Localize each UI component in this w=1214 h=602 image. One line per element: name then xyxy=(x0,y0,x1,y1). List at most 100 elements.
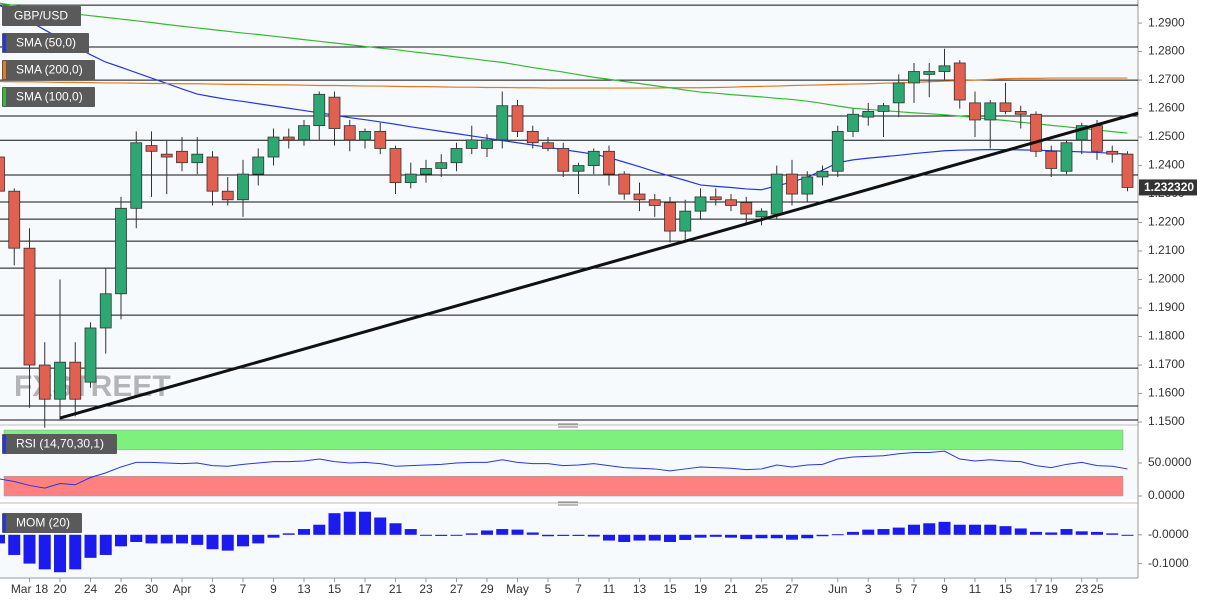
candle-body xyxy=(8,190,21,249)
candle-body xyxy=(603,150,615,175)
candle-body xyxy=(969,102,981,121)
x-tick-label: 24 xyxy=(84,582,98,596)
x-tick-label: 29 xyxy=(480,582,494,596)
x-tick-label: 25 xyxy=(1090,582,1104,596)
legend-label: SMA (200,0) xyxy=(16,63,83,77)
mom-bar xyxy=(221,534,234,551)
candle-body xyxy=(847,113,859,132)
mom-bar xyxy=(648,534,661,541)
y-tick-label: 1.1600 xyxy=(1148,386,1185,400)
mom-bar xyxy=(343,511,356,535)
x-tick-label: 15 xyxy=(999,582,1013,596)
mom-bar xyxy=(496,529,509,535)
mom-bar xyxy=(770,534,783,539)
rsi-band xyxy=(3,475,1124,497)
mom-bar xyxy=(450,534,463,536)
y-tick-label: 50.0000 xyxy=(1148,455,1192,469)
candle-body xyxy=(0,156,5,192)
candle-body xyxy=(984,102,997,121)
legend-box xyxy=(2,434,117,454)
legend-swatch xyxy=(3,514,6,532)
candle-body xyxy=(923,71,936,75)
candle-body xyxy=(801,176,814,195)
x-tick-label: 15 xyxy=(328,582,342,596)
resize-grip[interactable] xyxy=(558,423,578,428)
mom-bar xyxy=(999,526,1012,535)
mom-bar xyxy=(908,524,920,535)
candle-body xyxy=(496,105,509,141)
legend-swatch xyxy=(3,435,6,453)
candle-body xyxy=(99,293,112,329)
mom-bar xyxy=(603,534,615,541)
candle-body xyxy=(557,148,570,172)
mom-bar xyxy=(938,521,951,535)
candle-body xyxy=(1106,150,1119,155)
mom-bar xyxy=(1030,531,1042,535)
candle-body xyxy=(84,327,97,383)
mom-bar xyxy=(847,531,859,535)
mom-bar xyxy=(557,534,570,536)
x-tick-label: 3 xyxy=(209,582,216,596)
candle-body xyxy=(420,168,432,175)
y-tick-label: 1.2800 xyxy=(1148,44,1185,58)
x-tick-label: 7 xyxy=(911,582,918,596)
x-tick-label: 9 xyxy=(941,582,948,596)
x-tick-label: 30 xyxy=(145,582,159,596)
candle-body xyxy=(1045,150,1058,169)
mom-bar xyxy=(740,534,753,540)
x-tick-label: 11 xyxy=(969,582,982,596)
last-price-label: 1.232320 xyxy=(1144,180,1194,194)
candle-body xyxy=(1121,153,1134,188)
x-tick-label: 13 xyxy=(297,582,311,596)
mom-bar xyxy=(664,534,676,542)
mom-bar xyxy=(38,534,51,570)
x-tick-label: Mar 18 xyxy=(11,582,49,596)
candle-body xyxy=(435,162,448,169)
candle-body xyxy=(237,173,249,201)
mom-bar xyxy=(572,534,585,536)
mom-bar xyxy=(511,529,524,535)
candle-body xyxy=(450,148,463,164)
candle-body xyxy=(298,125,310,141)
candle-body xyxy=(709,196,722,201)
candle-body xyxy=(694,196,707,212)
price-panel xyxy=(0,0,1138,424)
legend-box xyxy=(2,6,81,26)
mom-bar xyxy=(892,527,905,535)
candle-body xyxy=(755,210,768,218)
x-tick-label: 27 xyxy=(450,582,464,596)
y-tick-label: 1.1500 xyxy=(1148,414,1185,428)
y-tick-label: 1.2700 xyxy=(1148,72,1185,86)
mom-bar xyxy=(1045,532,1058,535)
mom-bar xyxy=(984,524,997,535)
candle-body xyxy=(38,364,51,400)
x-tick-label: 5 xyxy=(895,582,902,596)
candle-body xyxy=(1060,142,1073,172)
candle-body xyxy=(206,156,219,192)
x-tick-label: 15 xyxy=(663,582,677,596)
x-tick-label: 7 xyxy=(575,582,582,596)
x-tick-label: Apr xyxy=(173,582,192,596)
candle-body xyxy=(862,111,875,118)
mom-bar xyxy=(1075,531,1088,535)
candle-body xyxy=(908,71,920,84)
legend-label: RSI (14,70,30,1) xyxy=(16,437,104,451)
mom-bar xyxy=(8,534,21,555)
mom-bar xyxy=(206,534,219,550)
x-tick-label: 13 xyxy=(633,582,647,596)
resize-grip[interactable] xyxy=(558,501,578,506)
y-tick-label: 1.2900 xyxy=(1148,15,1185,29)
candle-body xyxy=(252,156,265,175)
legend-label: SMA (50,0) xyxy=(16,36,76,50)
mom-bar xyxy=(176,534,188,544)
x-tick-label: 11 xyxy=(603,582,616,596)
rsi-line xyxy=(0,450,1128,489)
mom-bar xyxy=(389,523,402,535)
legend-box xyxy=(2,60,95,80)
mom-bar xyxy=(862,529,875,535)
mom-bar xyxy=(481,530,493,535)
y-tick-label: 1.1700 xyxy=(1148,357,1185,371)
candle-body xyxy=(679,210,692,232)
mom-bar xyxy=(618,534,631,542)
legend-box xyxy=(2,33,89,53)
